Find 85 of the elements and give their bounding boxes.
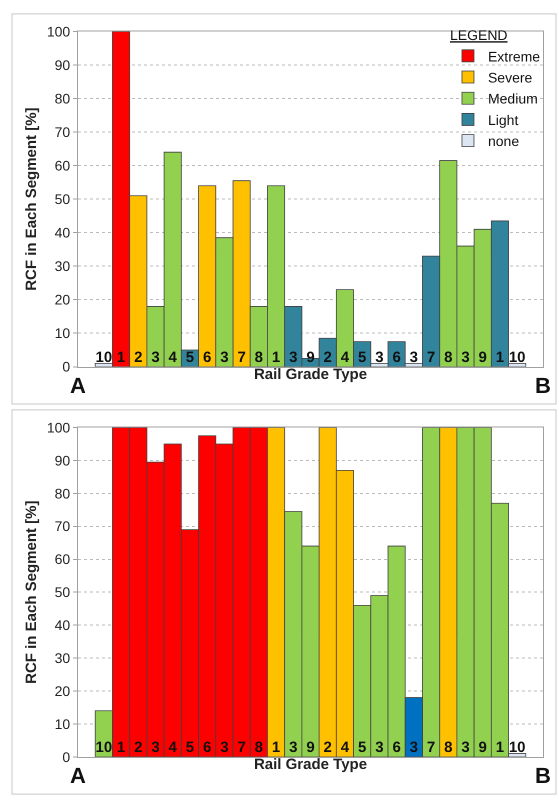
x-tick-label: 3 <box>375 348 384 366</box>
x-tick-label: 2 <box>134 738 142 756</box>
x-tick-label: 5 <box>186 348 194 366</box>
y-tick-label: 80 <box>54 485 70 502</box>
x-tick-label: 8 <box>444 738 452 756</box>
y-tick-label: 50 <box>54 191 70 208</box>
x-tick-label: 3 <box>289 348 298 366</box>
x-tick-label: 2 <box>324 348 332 366</box>
y-tick-label: 0 <box>62 358 70 375</box>
legend-label: Light <box>488 112 518 128</box>
x-tick-label: 1 <box>496 738 504 756</box>
x-tick-label: 9 <box>306 738 315 756</box>
x-tick-label: 7 <box>426 348 436 366</box>
x-tick-label: 2 <box>324 738 332 756</box>
x-tick-label: 10 <box>508 738 526 756</box>
y-tick-label: 60 <box>54 551 70 568</box>
x-tick-label: 9 <box>478 738 487 756</box>
y-tick-label: 20 <box>54 682 70 699</box>
x-tick-label: 1 <box>116 348 126 366</box>
x-tick-label: 3 <box>220 738 229 756</box>
x-tick-label: 2 <box>134 348 142 366</box>
legend-title: LEGEND <box>450 27 508 44</box>
x-tick-label: 3 <box>220 348 229 366</box>
x-tick-label: 7 <box>237 738 246 756</box>
x-tick-label: 6 <box>392 738 401 756</box>
x-tick-label: 1 <box>116 738 126 756</box>
x-tick-label: 3 <box>151 738 160 756</box>
x-tick-label: 8 <box>444 348 452 366</box>
x-tick-label: 6 <box>392 348 401 366</box>
y-tick-label: 30 <box>54 650 70 666</box>
x-tick-label: 8 <box>254 348 263 366</box>
text: A <box>70 373 86 398</box>
x-tick-label: 5 <box>358 738 366 756</box>
x-tick-label: 3 <box>461 738 470 756</box>
y-tick-label: 10 <box>54 325 70 342</box>
x-tick-label: 4 <box>168 738 178 756</box>
y-tick-label: 90 <box>54 56 70 73</box>
y-axis-title: RCF in Each Segment [%] <box>23 107 40 291</box>
x-tick-label: 4 <box>340 738 350 756</box>
x-tick-label: 7 <box>237 348 246 366</box>
y-tick-label: 100 <box>46 23 70 40</box>
x-tick-label: 8 <box>254 738 263 756</box>
x-tick-label: 6 <box>203 348 212 366</box>
x-tick-label: 1 <box>272 738 280 756</box>
text: A <box>70 763 86 788</box>
y-tick-label: 20 <box>54 292 70 308</box>
x-axis-title: Rail Grade Type <box>254 366 368 383</box>
x-tick-label: 6 <box>203 738 212 756</box>
text: B <box>535 373 551 398</box>
y-tick-label: 70 <box>54 518 70 534</box>
x-tick-label: 4 <box>340 348 350 366</box>
legend-label: none <box>488 133 520 150</box>
y-tick-label: 10 <box>54 716 70 732</box>
x-tick-label: 3 <box>289 738 298 756</box>
x-tick-label: 9 <box>478 348 487 366</box>
y-tick-label: 60 <box>54 158 70 174</box>
y-tick-label: 40 <box>54 224 70 241</box>
x-axis-title: Rail Grade Type <box>254 756 368 773</box>
x-tick-label: 10 <box>95 348 112 366</box>
x-tick-label: 1 <box>272 348 280 366</box>
x-tick-label: 5 <box>358 348 366 366</box>
x-tick-label: 3 <box>410 738 418 756</box>
y-tick-label: 100 <box>46 419 70 436</box>
x-tick-label: 3 <box>375 738 384 756</box>
legend-label: Medium <box>488 90 538 107</box>
x-tick-label: 3 <box>410 348 418 366</box>
text: B <box>535 763 551 788</box>
x-tick-label: 3 <box>151 348 160 366</box>
y-tick-label: 30 <box>54 258 70 274</box>
x-tick-label: 10 <box>508 348 526 366</box>
x-tick-label: 10 <box>95 738 112 756</box>
legend-label: Extreme <box>488 48 540 64</box>
y-axis-title: RCF in Each Segment [%] <box>23 500 40 684</box>
y-tick-label: 40 <box>54 617 70 634</box>
x-tick-label: 3 <box>461 348 470 366</box>
x-tick-label: 5 <box>186 738 194 756</box>
y-tick-label: 80 <box>54 90 70 106</box>
legend-label: Severe <box>488 69 533 86</box>
x-tick-label: 4 <box>168 348 178 366</box>
y-tick-label: 0 <box>62 748 70 765</box>
y-tick-label: 70 <box>54 124 70 140</box>
y-tick-label: 90 <box>54 452 70 468</box>
x-tick-label: 7 <box>426 738 436 756</box>
x-tick-label: 1 <box>496 348 504 366</box>
y-tick-label: 50 <box>54 584 70 600</box>
